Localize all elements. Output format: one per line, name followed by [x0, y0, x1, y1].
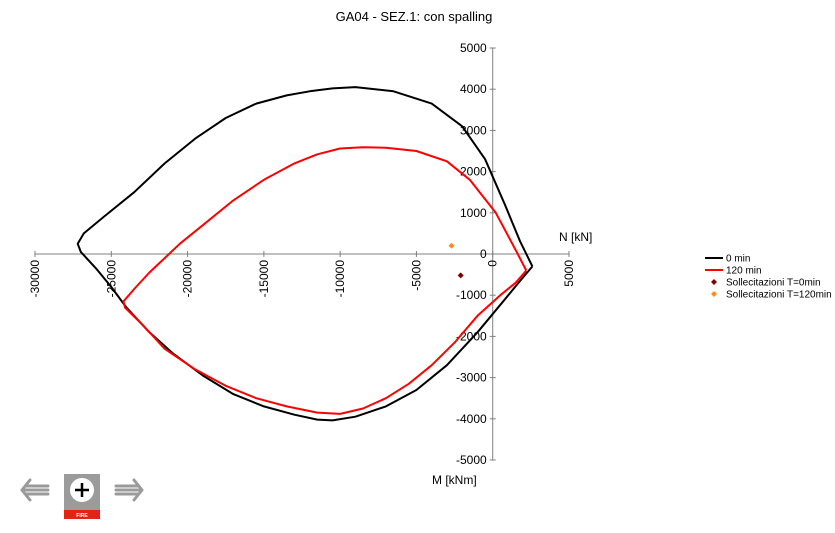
- y-tick-label: 4000: [460, 82, 487, 96]
- fire-label: FIRE: [76, 513, 88, 519]
- x-axis-title: N [kN]: [559, 230, 592, 244]
- legend-swatch: [711, 291, 717, 297]
- legend-swatch: [711, 279, 717, 285]
- y-axis-title: M [kNm]: [432, 473, 477, 487]
- axes: -30000 -25000 -20000 -15000 -10000 -5000 0 5000…: [28, 41, 576, 467]
- fire-navigation-widget: FIRE: [8, 472, 158, 522]
- series-line-0min: [76, 86, 534, 422]
- marker-sollecitazioni-t0: [457, 272, 464, 279]
- x-tick-label: -5000: [409, 260, 423, 291]
- next-arrow-icon[interactable]: [114, 478, 144, 502]
- series-line-120min: [122, 146, 528, 415]
- legend-label: Sollecitazioni T=0min: [726, 278, 821, 289]
- y-tick-label: -5000: [456, 453, 487, 467]
- x-tick-label: -10000: [333, 260, 347, 298]
- y-tick-label: 2000: [460, 165, 487, 179]
- x-tick-label: -25000: [104, 260, 118, 298]
- y-tick-label: -1000: [456, 288, 487, 302]
- y-tick-label: -4000: [456, 412, 487, 426]
- x-tick-label: 5000: [562, 260, 576, 287]
- fire-add-button[interactable]: FIRE: [64, 474, 100, 519]
- chart-title: GA04 - SEZ.1: con spalling: [336, 9, 493, 24]
- x-tick-label: -30000: [28, 260, 42, 298]
- legend-label: 120 min: [726, 266, 762, 277]
- y-tick-label: 1000: [460, 206, 487, 220]
- y-tick-label: 5000: [460, 41, 487, 55]
- y-tick-label: 0: [480, 247, 487, 261]
- x-tick-label: -15000: [257, 260, 271, 298]
- x-tick-label: 0: [486, 260, 500, 267]
- marker-sollecitazioni-t120: [448, 242, 455, 249]
- y-tick-label: -3000: [456, 371, 487, 385]
- series-layer: [76, 86, 534, 422]
- x-tick-label: -20000: [181, 260, 195, 298]
- previous-arrow-icon[interactable]: [20, 478, 50, 502]
- legend-label: 0 min: [726, 254, 750, 265]
- legend-label: Sollecitazioni T=120min: [726, 290, 832, 301]
